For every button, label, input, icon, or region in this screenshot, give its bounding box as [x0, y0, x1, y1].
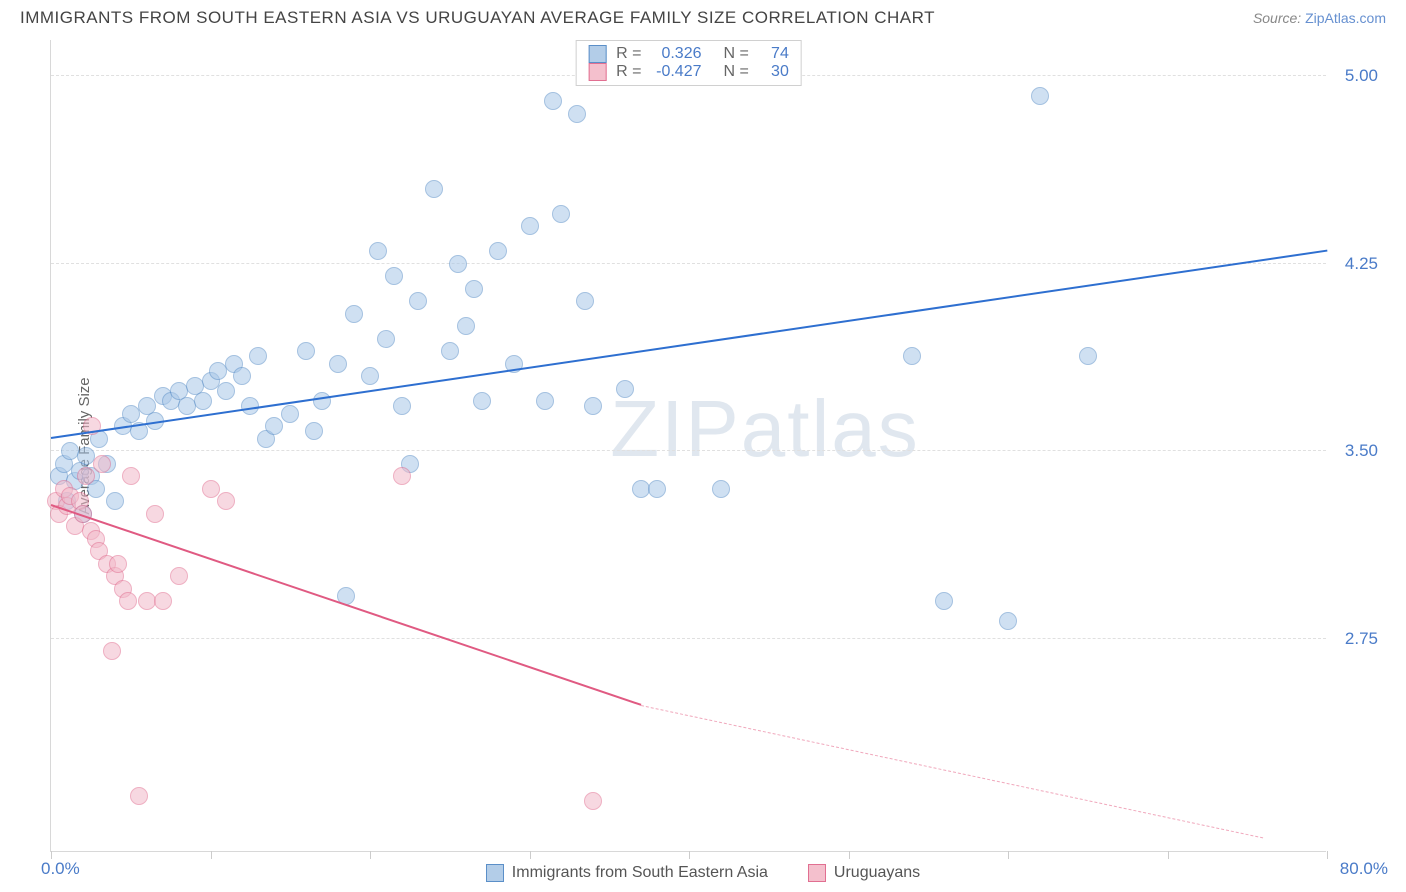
data-point	[712, 480, 730, 498]
data-point	[109, 555, 127, 573]
data-point	[409, 292, 427, 310]
data-point	[361, 367, 379, 385]
data-point	[170, 567, 188, 585]
data-point	[544, 92, 562, 110]
source-link[interactable]: ZipAtlas.com	[1305, 10, 1386, 26]
legend-swatch	[588, 45, 606, 63]
data-point	[457, 317, 475, 335]
n-value: 30	[759, 63, 789, 81]
data-point	[202, 480, 220, 498]
data-point	[584, 792, 602, 810]
data-point	[103, 642, 121, 660]
data-point	[146, 505, 164, 523]
r-value: -0.427	[652, 63, 702, 81]
data-point	[106, 492, 124, 510]
data-point	[935, 592, 953, 610]
legend-swatch	[808, 864, 826, 882]
data-point	[265, 417, 283, 435]
data-point	[194, 392, 212, 410]
n-value: 74	[759, 45, 789, 63]
legend-swatch	[486, 864, 504, 882]
data-point	[377, 330, 395, 348]
data-point	[313, 392, 331, 410]
data-point	[552, 205, 570, 223]
legend-label: Uruguayans	[834, 864, 920, 882]
data-point	[903, 347, 921, 365]
x-tick	[530, 851, 531, 859]
data-point	[393, 467, 411, 485]
data-point	[521, 217, 539, 235]
legend-item: Immigrants from South Eastern Asia	[486, 864, 768, 882]
series-legend: Immigrants from South Eastern Asia Urugua…	[0, 864, 1406, 882]
data-point	[93, 455, 111, 473]
data-point	[329, 355, 347, 373]
data-point	[465, 280, 483, 298]
data-point	[249, 347, 267, 365]
data-point	[385, 267, 403, 285]
data-point	[568, 105, 586, 123]
x-tick	[51, 851, 52, 859]
trend-line	[51, 249, 1327, 438]
data-point	[1079, 347, 1097, 365]
x-tick	[1168, 851, 1169, 859]
data-point	[449, 255, 467, 273]
gridline	[51, 638, 1326, 639]
data-point	[393, 397, 411, 415]
data-point	[536, 392, 554, 410]
data-point	[441, 342, 459, 360]
r-label: R =	[616, 63, 641, 81]
chart-title: IMMIGRANTS FROM SOUTH EASTERN ASIA VS UR…	[20, 8, 935, 28]
data-point	[473, 392, 491, 410]
n-label: N =	[724, 45, 749, 63]
legend-label: Immigrants from South Eastern Asia	[512, 864, 768, 882]
r-value: 0.326	[652, 45, 702, 63]
gridline	[51, 450, 1326, 451]
y-tick-label: 4.25	[1345, 254, 1378, 274]
x-tick	[211, 851, 212, 859]
data-point	[425, 180, 443, 198]
data-point	[345, 305, 363, 323]
data-point	[154, 592, 172, 610]
n-label: N =	[724, 63, 749, 81]
data-point	[217, 382, 235, 400]
data-point	[297, 342, 315, 360]
data-point	[369, 242, 387, 260]
y-tick-label: 2.75	[1345, 629, 1378, 649]
scatter-chart: R =0.326N =74R =-0.427N =30 ZIPatlas 2.7…	[50, 40, 1326, 852]
legend-swatch	[588, 63, 606, 81]
source-attribution: Source: ZipAtlas.com	[1253, 10, 1386, 26]
data-point	[130, 787, 148, 805]
y-tick-label: 3.50	[1345, 441, 1378, 461]
y-tick-label: 5.00	[1345, 66, 1378, 86]
data-point	[233, 367, 251, 385]
x-tick	[1008, 851, 1009, 859]
legend-row: R = 0.326 N = 74	[588, 45, 789, 63]
data-point	[999, 612, 1017, 630]
data-point	[616, 380, 634, 398]
data-point	[281, 405, 299, 423]
data-point	[119, 592, 137, 610]
x-tick	[370, 851, 371, 859]
data-point	[77, 467, 95, 485]
data-point	[305, 422, 323, 440]
data-point	[122, 467, 140, 485]
trend-line	[641, 705, 1263, 838]
watermark: ZIPatlas	[610, 383, 919, 475]
x-tick	[849, 851, 850, 859]
legend-row: R = -0.427 N = 30	[588, 63, 789, 81]
data-point	[489, 242, 507, 260]
data-point	[576, 292, 594, 310]
correlation-legend: R = 0.326 N = 74 R = -0.427 N = 30	[575, 40, 802, 86]
x-tick	[689, 851, 690, 859]
data-point	[1031, 87, 1049, 105]
x-tick	[1327, 851, 1328, 859]
r-label: R =	[616, 45, 641, 63]
data-point	[584, 397, 602, 415]
legend-item: Uruguayans	[808, 864, 920, 882]
data-point	[648, 480, 666, 498]
gridline	[51, 263, 1326, 264]
data-point	[217, 492, 235, 510]
